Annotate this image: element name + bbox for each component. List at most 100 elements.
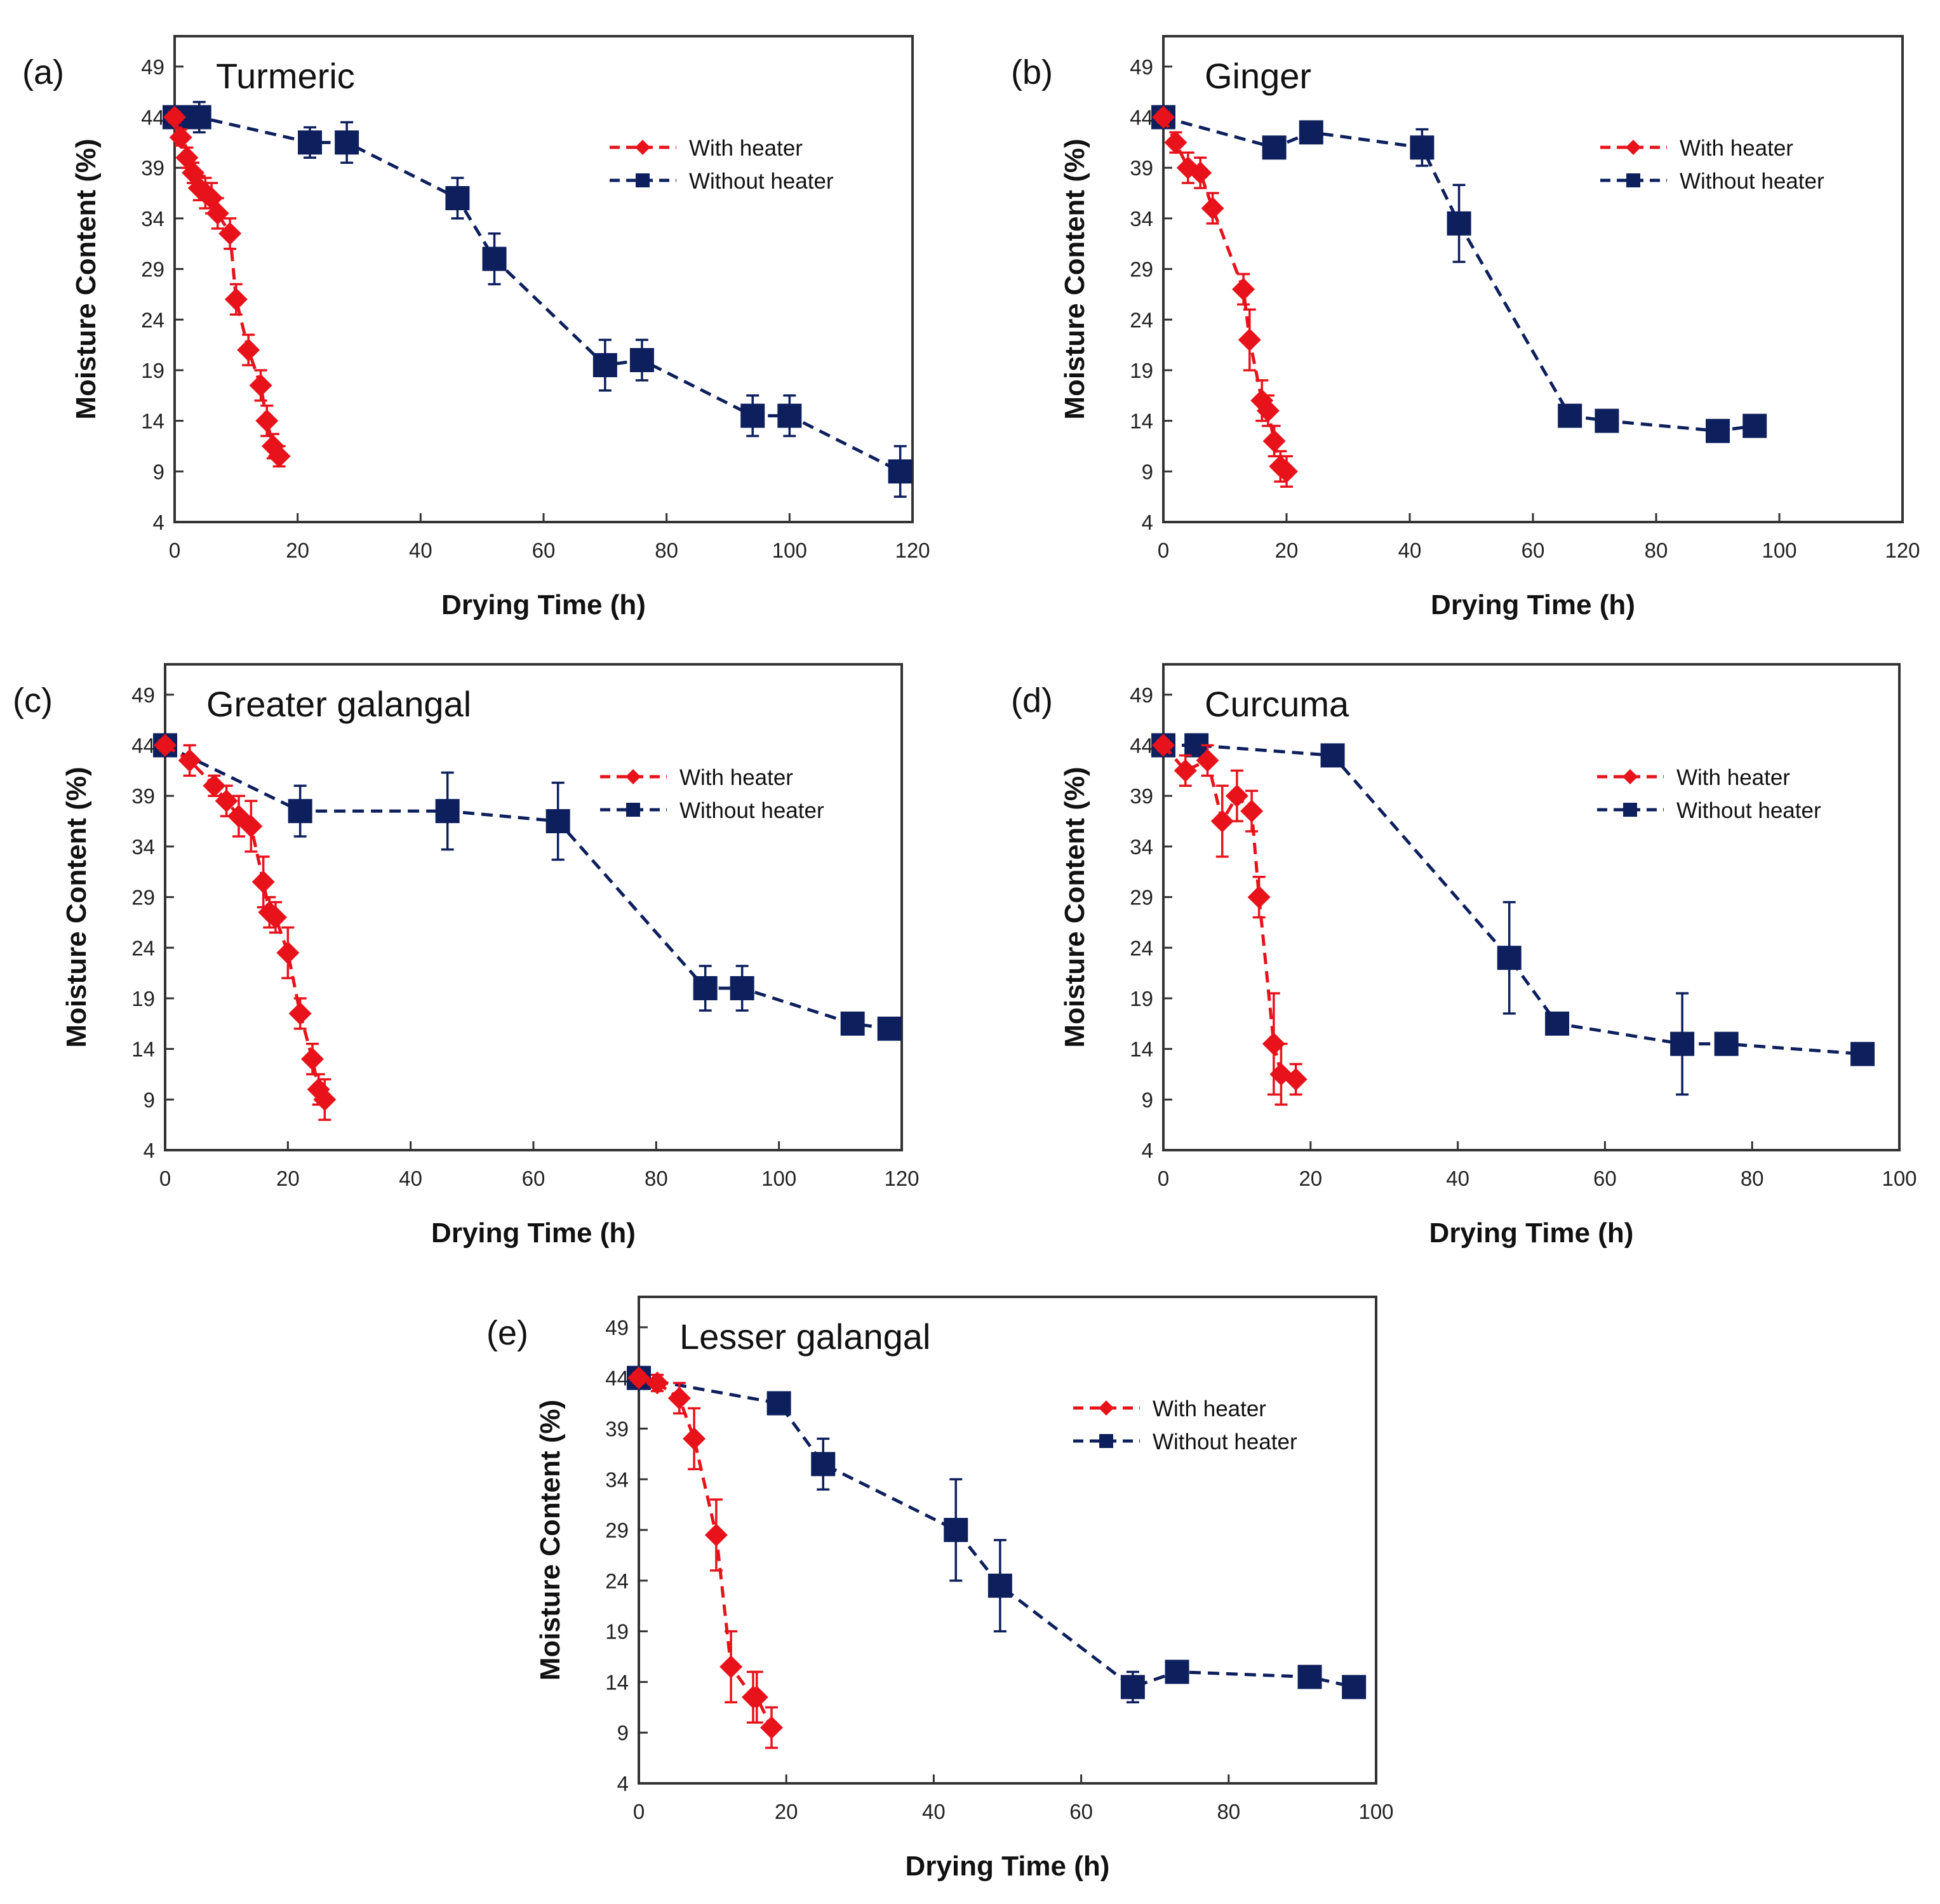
y-tick-label: 19 [1130, 359, 1153, 382]
x-tick-label: 120 [884, 1167, 919, 1190]
x-tick-label: 20 [286, 539, 309, 562]
y-tick-label: 9 [617, 1721, 629, 1745]
legend-label: With heater [679, 765, 793, 790]
data-point-diamond [683, 1427, 706, 1451]
x-axis-title: Drying Time (h) [906, 1851, 1110, 1882]
data-point-square [445, 186, 470, 210]
y-tick-label: 19 [605, 1620, 629, 1644]
data-point-diamond [154, 734, 177, 757]
x-tick-label: 120 [1885, 539, 1920, 562]
y-tick-label: 39 [605, 1417, 629, 1440]
data-point-square [629, 348, 654, 372]
data-point-diamond [667, 1386, 691, 1410]
legend: With heater Without heater [610, 136, 834, 194]
y-axis-title: Moisture Content (%) [535, 1400, 566, 1680]
y-axis-title: Moisture Content (%) [70, 138, 102, 419]
x-tick-label: 100 [1882, 1167, 1917, 1190]
data-point-diamond [224, 288, 248, 311]
x-tick-label: 20 [276, 1167, 300, 1190]
data-point-diamond [267, 445, 291, 468]
data-point-square [1120, 1675, 1145, 1700]
data-point-square [592, 352, 617, 377]
data-point-square [840, 1011, 865, 1036]
x-tick-label: 0 [1158, 539, 1169, 562]
data-point-square [944, 1518, 968, 1543]
data-point-square [1297, 1665, 1322, 1689]
x-axis-title: Drying Time (h) [1429, 1217, 1634, 1249]
data-point-diamond [759, 1716, 783, 1740]
y-tick-label: 24 [1130, 308, 1153, 332]
data-point-square [766, 1391, 791, 1416]
data-point-diamond [1164, 131, 1187, 154]
y-tick-label: 49 [1130, 55, 1153, 79]
x-tick-label: 0 [633, 1800, 645, 1823]
data-point-diamond [307, 1078, 330, 1101]
data-point-diamond [745, 1686, 768, 1709]
panel-title: Greater galangal [206, 684, 471, 724]
data-point-diamond [163, 105, 186, 129]
data-point-square [435, 799, 460, 824]
x-tick-label: 0 [169, 539, 180, 562]
legend-square-marker [1626, 173, 1640, 187]
y-tick-label: 44 [1130, 734, 1153, 758]
series-with-heater [163, 105, 291, 468]
x-tick-label: 60 [1069, 1800, 1093, 1823]
data-point-square [888, 459, 913, 484]
y-tick-label: 29 [141, 258, 164, 281]
y-tick-label: 14 [1130, 1038, 1153, 1061]
y-tick-label: 39 [131, 784, 155, 808]
legend-label: Without heater [1153, 1430, 1297, 1454]
data-point-square [482, 246, 507, 271]
y-tick-label: 49 [1130, 683, 1153, 707]
y-tick-label: 14 [131, 1038, 155, 1061]
panel-letter: (c) [13, 681, 53, 720]
y-tick-label: 14 [605, 1670, 629, 1694]
y-tick-label: 24 [1130, 936, 1153, 960]
x-tick-label: 20 [775, 1800, 798, 1823]
legend-square-marker [1099, 1434, 1113, 1448]
x-tick-label: 0 [1158, 1167, 1169, 1190]
data-point-square [1706, 419, 1730, 443]
data-point-diamond [1152, 734, 1175, 757]
y-tick-label: 49 [141, 55, 164, 79]
series-line [638, 1376, 1355, 1689]
x-tick-label: 80 [655, 539, 678, 562]
legend: With heater Without heater [600, 765, 824, 823]
data-point-diamond [1240, 800, 1264, 823]
data-point-diamond [719, 1655, 743, 1679]
data-point-diamond [218, 222, 242, 245]
y-axis-title: Moisture Content (%) [1059, 767, 1090, 1047]
x-axis-title: Drying Time (h) [441, 589, 646, 620]
y-tick-label: 9 [1142, 1088, 1153, 1111]
y-tick-label: 44 [1130, 106, 1153, 130]
y-tick-label: 39 [1130, 156, 1153, 180]
series-with-heater [1152, 734, 1308, 1106]
data-point-diamond [249, 373, 272, 397]
data-point-diamond [1210, 810, 1234, 833]
data-point-diamond [1247, 885, 1271, 909]
legend-label: Without heater [1676, 798, 1821, 823]
data-point-square [1558, 403, 1582, 428]
series-line [638, 1376, 773, 1729]
series-line [1163, 744, 1863, 1056]
legend-square-marker [1623, 803, 1637, 817]
legend-label: Without heater [679, 798, 824, 823]
data-point-square [1595, 408, 1619, 433]
legend-diamond-marker [1622, 769, 1638, 784]
data-point-diamond [237, 339, 260, 362]
data-point-square [777, 403, 802, 428]
data-point-diamond [1201, 196, 1224, 220]
y-tick-label: 39 [141, 156, 164, 180]
y-tick-label: 44 [131, 734, 155, 758]
data-point-square [1320, 743, 1345, 768]
y-tick-label: 19 [141, 359, 164, 382]
plot-frame [638, 1296, 1377, 1785]
data-point-diamond [1262, 429, 1286, 453]
x-tick-label: 40 [409, 539, 432, 562]
y-tick-label: 14 [1130, 410, 1153, 433]
y-tick-label: 29 [1130, 258, 1153, 281]
